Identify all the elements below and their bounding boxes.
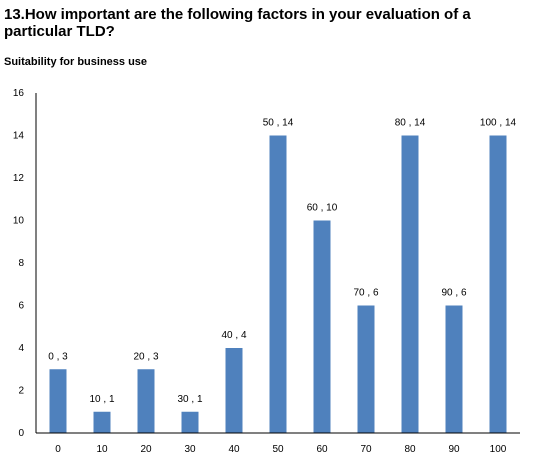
bar <box>137 369 155 433</box>
bar <box>313 220 331 433</box>
y-tick-label: 2 <box>18 386 24 397</box>
bar <box>225 348 243 433</box>
y-tick-label: 0 <box>18 428 24 439</box>
bar <box>93 411 111 433</box>
data-label: 20 , 3 <box>133 351 158 362</box>
data-label: 100 , 14 <box>480 118 517 129</box>
x-axis-ticks: 0 10 20 30 40 50 60 70 80 90 100 <box>55 444 507 455</box>
bar <box>357 305 375 433</box>
x-tick-label: 80 <box>404 444 416 455</box>
y-tick-label: 4 <box>18 343 24 354</box>
y-tick-label: 8 <box>18 258 24 269</box>
y-tick-label: 14 <box>13 131 25 142</box>
data-label: 30 , 1 <box>177 394 202 405</box>
data-labels: 0 , 3 10 , 1 20 , 3 30 , 1 40 , 4 50 , 14 60 ,… <box>48 118 516 405</box>
data-label: 0 , 3 <box>48 351 68 362</box>
y-tick-label: 12 <box>13 173 25 184</box>
x-tick-label: 70 <box>360 444 372 455</box>
x-tick-label: 50 <box>272 444 284 455</box>
x-tick-label: 40 <box>228 444 240 455</box>
y-tick-label: 10 <box>13 216 25 227</box>
x-tick-label: 0 <box>55 444 61 455</box>
x-tick-label: 90 <box>448 444 460 455</box>
x-tick-label: 20 <box>140 444 152 455</box>
data-label: 90 , 6 <box>441 288 466 299</box>
chart-title: 13.How important are the following facto… <box>4 6 471 40</box>
bar <box>269 135 287 433</box>
bar <box>181 411 199 433</box>
x-tick-label: 60 <box>316 444 328 455</box>
data-label: 70 , 6 <box>353 288 378 299</box>
data-label: 50 , 14 <box>263 118 294 129</box>
y-axis-ticks: 0 2 4 6 8 10 12 14 16 <box>13 88 25 439</box>
bar <box>401 135 419 433</box>
data-label: 80 , 14 <box>395 118 426 129</box>
y-tick-label: 6 <box>18 301 24 312</box>
data-label: 40 , 4 <box>221 330 246 341</box>
bars <box>49 135 507 433</box>
x-tick-label: 30 <box>184 444 196 455</box>
x-tick-label: 100 <box>490 444 507 455</box>
chart-subtitle: Suitability for business use <box>4 56 148 68</box>
bar <box>445 305 463 433</box>
bar <box>49 369 67 433</box>
data-label: 60 , 10 <box>307 203 338 214</box>
bar <box>489 135 507 433</box>
y-tick-label: 16 <box>13 88 25 99</box>
x-tick-label: 10 <box>96 444 108 455</box>
data-label: 10 , 1 <box>89 394 114 405</box>
